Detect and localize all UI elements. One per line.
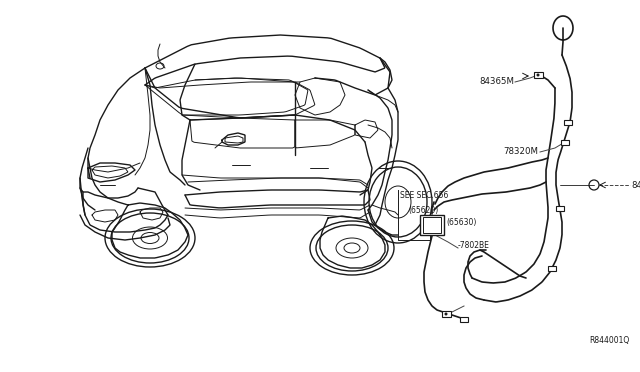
Text: (65630): (65630) xyxy=(446,218,476,227)
Bar xyxy=(423,217,441,233)
Bar xyxy=(442,311,451,317)
Bar xyxy=(564,119,572,125)
Bar xyxy=(548,266,556,270)
Text: -7802BE: -7802BE xyxy=(458,241,490,250)
Text: 84365M: 84365M xyxy=(479,77,514,87)
Text: R844001Q: R844001Q xyxy=(589,336,630,344)
Bar xyxy=(534,72,543,78)
Bar xyxy=(561,140,569,144)
Text: SEE SEC.656: SEE SEC.656 xyxy=(400,192,449,201)
Text: (65620): (65620) xyxy=(408,205,438,215)
Text: 78320M: 78320M xyxy=(503,148,538,157)
Circle shape xyxy=(536,74,540,77)
Text: 84440H: 84440H xyxy=(631,180,640,189)
Bar xyxy=(460,317,468,321)
Circle shape xyxy=(445,312,447,315)
Bar xyxy=(420,215,444,235)
Bar xyxy=(556,205,564,211)
